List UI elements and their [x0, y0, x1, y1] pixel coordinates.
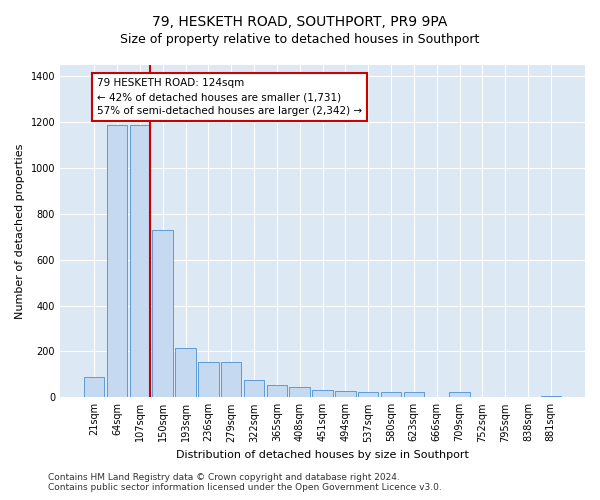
Bar	[449, 392, 470, 398]
Text: Contains HM Land Registry data © Crown copyright and database right 2024.
Contai: Contains HM Land Registry data © Crown c…	[48, 473, 442, 492]
Bar	[107, 124, 127, 398]
Text: 79 HESKETH ROAD: 124sqm
← 42% of detached houses are smaller (1,731)
57% of semi: 79 HESKETH ROAD: 124sqm ← 42% of detache…	[97, 78, 362, 116]
Bar	[404, 392, 424, 398]
Bar	[289, 387, 310, 398]
Bar	[84, 376, 104, 398]
Bar	[266, 384, 287, 398]
Y-axis label: Number of detached properties: Number of detached properties	[15, 144, 25, 319]
Bar	[152, 230, 173, 398]
Text: Size of property relative to detached houses in Southport: Size of property relative to detached ho…	[121, 32, 479, 46]
Text: 79, HESKETH ROAD, SOUTHPORT, PR9 9PA: 79, HESKETH ROAD, SOUTHPORT, PR9 9PA	[152, 15, 448, 29]
Bar	[175, 348, 196, 398]
Bar	[130, 124, 150, 398]
Bar	[335, 391, 356, 398]
Bar	[541, 396, 561, 398]
Bar	[381, 392, 401, 398]
Bar	[358, 392, 379, 398]
Bar	[221, 362, 241, 398]
Bar	[244, 380, 264, 398]
X-axis label: Distribution of detached houses by size in Southport: Distribution of detached houses by size …	[176, 450, 469, 460]
Bar	[312, 390, 333, 398]
Bar	[198, 362, 218, 398]
